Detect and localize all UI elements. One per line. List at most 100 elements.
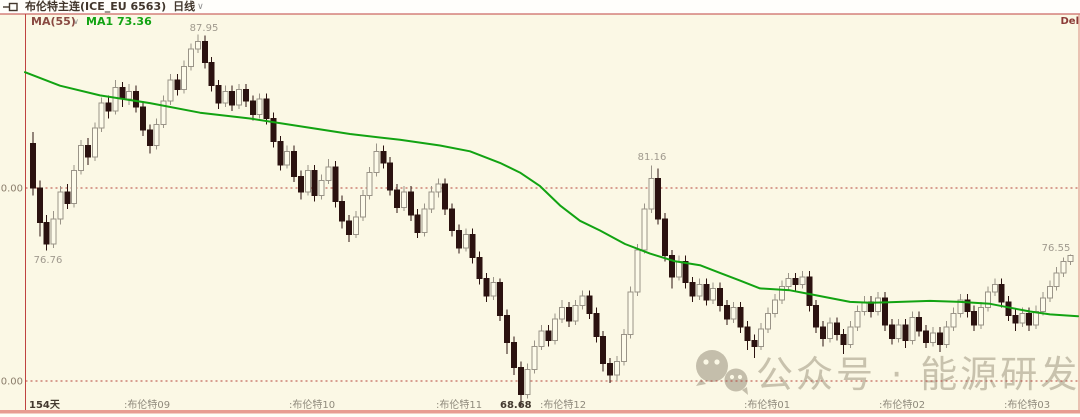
candle-down [510, 341, 517, 368]
candle-up [771, 299, 778, 314]
candle-down [449, 208, 456, 231]
candle-down [64, 191, 71, 204]
instrument-title[interactable]: 布伦特主连(ICE_EU 6563) [25, 0, 166, 14]
candle-up [627, 291, 634, 336]
candle-up [785, 278, 792, 287]
candle-up [126, 91, 133, 100]
candle-up [875, 297, 882, 313]
candle-up [909, 316, 916, 341]
extreme-price-label: 81.16 [638, 152, 667, 163]
candle-down [565, 307, 572, 322]
candle-down [744, 326, 751, 341]
candle-down [1012, 314, 1019, 324]
candle-down [971, 311, 978, 326]
candle-down [586, 295, 593, 314]
candle-up [400, 191, 407, 208]
candle-down [504, 314, 511, 343]
candle-up [634, 249, 641, 293]
candle-down [174, 79, 181, 91]
instrument-title-label: 布伦特主连(ICE_EU 6563) [25, 0, 167, 13]
candle-up [98, 102, 105, 129]
candle-down [146, 129, 153, 147]
candle-up [236, 89, 243, 106]
x-axis-tick-label: 154天 [29, 399, 61, 411]
candle-down [902, 324, 909, 341]
candle-up [758, 328, 765, 347]
candle-up [538, 330, 545, 347]
candle-up [71, 170, 78, 204]
candle-up [895, 324, 902, 340]
period-label: 日线 [173, 0, 196, 13]
candle-down [455, 229, 462, 249]
candle-down [1026, 312, 1033, 326]
candle-up [579, 295, 586, 307]
candle-up [613, 361, 620, 376]
candle-down [249, 100, 256, 116]
candle-up [160, 100, 167, 125]
candle-down [36, 187, 43, 224]
candle-up [1060, 260, 1067, 274]
candle-up [325, 166, 332, 181]
candle-up [435, 183, 442, 193]
candle-down [133, 91, 140, 108]
period-dropdown[interactable]: 日线 ∨ [173, 0, 204, 14]
candle-down [923, 330, 930, 343]
candle-up [222, 91, 229, 104]
candle-down [407, 191, 414, 216]
candle-up [847, 326, 854, 345]
candle-down [469, 233, 476, 258]
candle-up [366, 172, 373, 197]
candle-up [799, 276, 806, 285]
candle-down [813, 305, 820, 328]
extreme-price-label: 87.95 [190, 23, 219, 34]
candle-up [181, 65, 188, 91]
candle-up [194, 40, 201, 50]
candle-up [462, 233, 469, 249]
candle-down [297, 175, 304, 193]
candle-up [1046, 285, 1053, 299]
candle-up [854, 311, 861, 328]
ma55-line [24, 71, 1079, 318]
wechat-logo-icon [696, 350, 748, 395]
candle-down [105, 102, 112, 112]
extreme-annotations: 87.95 76.76 81.16 76.55 [34, 23, 1071, 266]
ma-legend-label: MA(55) [31, 15, 76, 28]
candle-down [242, 89, 249, 102]
price-gridlines: 80.00 70.00 [0, 184, 1078, 388]
candle-up [826, 322, 833, 340]
candle-up [984, 291, 991, 309]
candle-down [332, 166, 339, 203]
x-axis-tick-label: :布伦特01 [744, 398, 790, 411]
chevron-down-icon: ∨ [197, 2, 204, 12]
candle-up [957, 299, 964, 314]
chevron-down-icon[interactable]: ∨ [73, 17, 79, 26]
extreme-price-label: 76.55 [1042, 243, 1071, 254]
candle-down [84, 145, 91, 158]
candle-up [1053, 272, 1060, 287]
price-axis-label: 70.00 [0, 377, 23, 388]
candle-up [950, 312, 957, 328]
candle-down [208, 62, 215, 87]
candle-down [291, 150, 298, 177]
candle-up [696, 284, 703, 297]
candle-up [620, 334, 627, 363]
x-axis-tick-label: :布伦特09 [124, 398, 170, 411]
window-icon[interactable] [3, 2, 18, 12]
candle-down [311, 170, 318, 197]
candle-up [778, 285, 785, 301]
candle-up [765, 312, 772, 330]
candle-down [792, 278, 799, 285]
candle-down [119, 87, 126, 100]
candle-up [91, 127, 98, 158]
candle-down [545, 330, 552, 341]
candle-up [943, 326, 950, 345]
candle-down [277, 141, 284, 166]
candle-up [428, 191, 435, 210]
extreme-price-label: 76.76 [34, 255, 63, 266]
ma-legend[interactable]: MA(55) ∨ MA1 73.36 [31, 15, 152, 28]
candle-up [352, 216, 359, 235]
candle-down [139, 106, 146, 131]
time-axis-bar[interactable] [0, 410, 1080, 414]
